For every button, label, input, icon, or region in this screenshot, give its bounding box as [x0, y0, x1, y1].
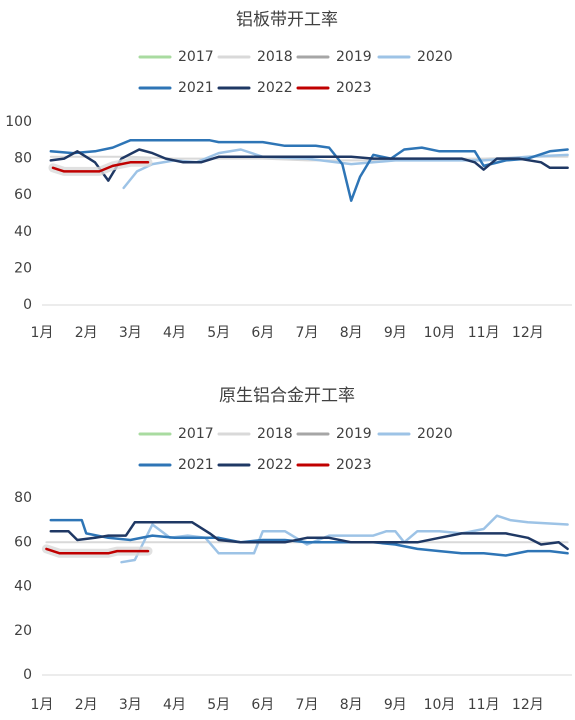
x-tick-label: 11月 — [468, 325, 500, 341]
y-tick-label: 20 — [14, 623, 32, 639]
y-tick-label: 80 — [14, 151, 32, 167]
legend-label-2018: 2018 — [257, 49, 293, 65]
series-line-2022 — [49, 148, 569, 182]
y-tick-label: 0 — [23, 297, 32, 313]
legend-label-2020: 2020 — [417, 426, 453, 442]
x-tick-label: 10月 — [424, 697, 456, 713]
x-tick-label: 2月 — [75, 325, 98, 341]
legend-label-2023: 2023 — [336, 80, 372, 96]
y-tick-label: 20 — [14, 260, 32, 276]
chart-title: 铝板带开工率 — [236, 10, 338, 30]
x-tick-label: 3月 — [119, 697, 142, 713]
legend: 2017 2018 2019 2020 2021 2022 2023 — [138, 426, 453, 473]
x-tick-label: 9月 — [384, 325, 407, 341]
legend-label-2019: 2019 — [336, 49, 372, 65]
legend-label-2022: 2022 — [257, 457, 293, 473]
series-line-2018 — [49, 155, 569, 162]
y-tick-label: 100 — [5, 114, 32, 130]
x-tick-label: 6月 — [251, 325, 274, 341]
x-tick-label: 1月 — [31, 325, 54, 341]
y-tick-label: 40 — [14, 579, 32, 595]
x-tick-label: 2月 — [75, 697, 98, 713]
legend-label-2021: 2021 — [178, 80, 214, 96]
legend-label-2022: 2022 — [257, 80, 293, 96]
series-line-2021 — [49, 139, 569, 202]
x-tick-label: 7月 — [296, 697, 319, 713]
chart-title: 原生铝合金开工率 — [219, 386, 355, 406]
chart-2: 原生铝合金开工率 2017 2018 2019 2020 2021 2022 2023 0 20 4… — [14, 386, 572, 713]
legend-label-2023: 2023 — [336, 457, 372, 473]
legend-label-2021: 2021 — [178, 457, 214, 473]
series-line-2023 — [45, 547, 150, 555]
x-tick-label: 5月 — [207, 325, 230, 341]
series-line-2020 — [122, 148, 569, 190]
x-tick-label: 12月 — [512, 325, 544, 341]
legend: 2017 2018 2019 2020 2021 2022 2023 — [138, 49, 453, 96]
x-tick-label: 1月 — [31, 697, 54, 713]
y-tick-label: 60 — [14, 534, 32, 550]
x-tick-label: 6月 — [251, 697, 274, 713]
legend-label-2017: 2017 — [178, 49, 214, 65]
y-tick-label: 60 — [14, 187, 32, 203]
chart-1: 铝板带开工率 2017 2018 2019 2020 2021 2022 2023 0 20 40 6… — [5, 10, 572, 341]
x-tick-label: 3月 — [119, 325, 142, 341]
legend-label-2017: 2017 — [178, 426, 214, 442]
x-tick-label: 8月 — [340, 325, 363, 341]
x-tick-label: 7月 — [296, 325, 319, 341]
x-tick-label: 5月 — [207, 697, 230, 713]
legend-label-2019: 2019 — [336, 426, 372, 442]
y-tick-label: 80 — [14, 490, 32, 506]
x-tick-label: 4月 — [163, 325, 186, 341]
x-tick-label: 11月 — [468, 697, 500, 713]
series-line-2022 — [49, 521, 569, 551]
series-line-2020 — [120, 514, 569, 564]
x-tick-label: 9月 — [384, 697, 407, 713]
x-tick-label: 8月 — [340, 697, 363, 713]
x-tick-label: 10月 — [424, 325, 456, 341]
series-line-2023 — [51, 161, 150, 173]
y-tick-label: 40 — [14, 224, 32, 240]
legend-label-2018: 2018 — [257, 426, 293, 442]
y-tick-label: 0 — [23, 667, 32, 683]
x-tick-label: 12月 — [512, 697, 544, 713]
legend-label-2020: 2020 — [417, 49, 453, 65]
x-tick-label: 4月 — [163, 697, 186, 713]
